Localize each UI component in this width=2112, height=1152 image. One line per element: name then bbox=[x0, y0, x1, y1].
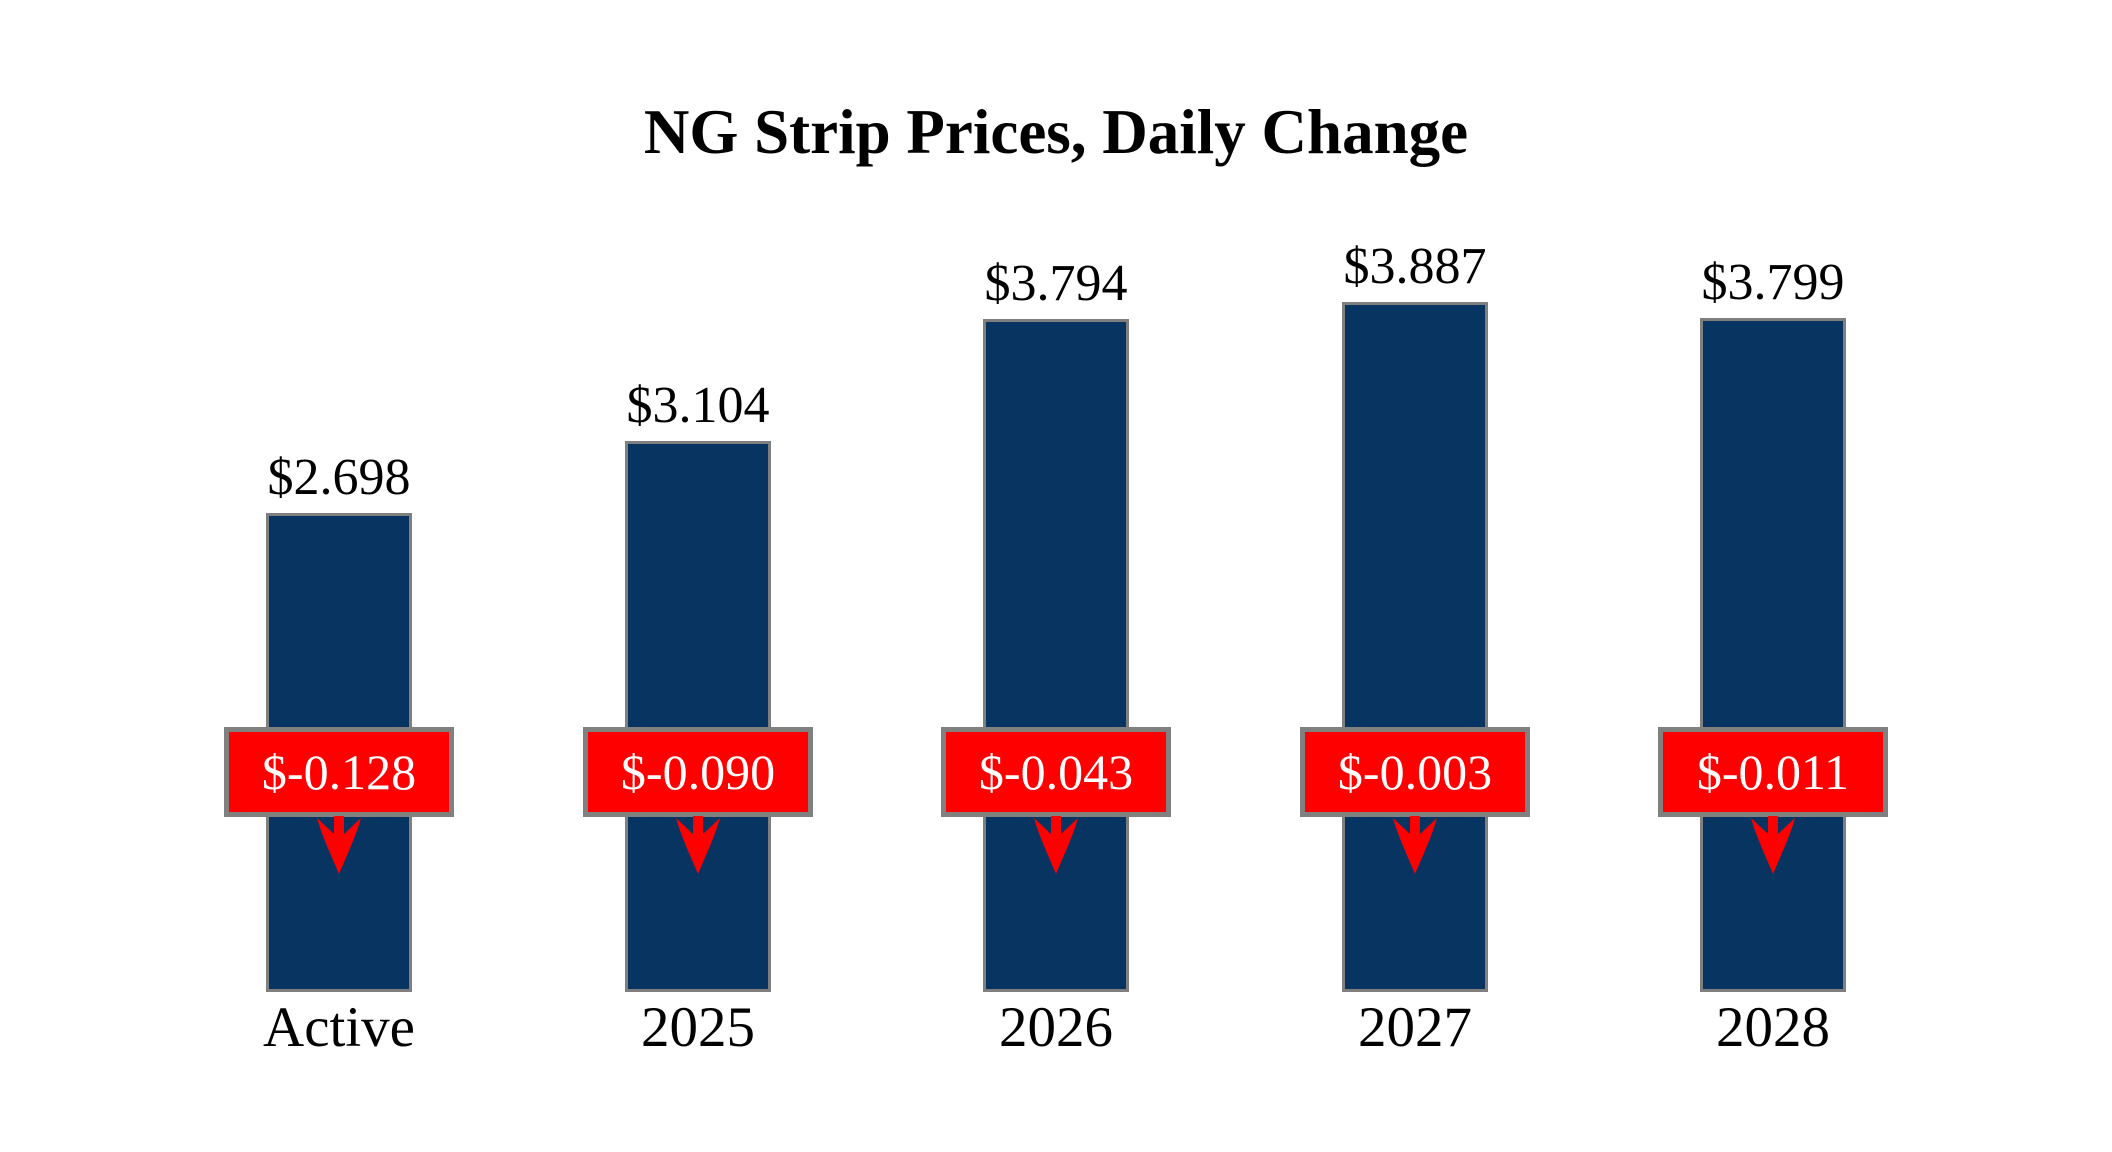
bar-2025 bbox=[625, 441, 771, 992]
daily-change-value: $-0.043 bbox=[978, 744, 1134, 800]
category-label: 2025 bbox=[641, 996, 755, 1059]
daily-change-value: $-0.090 bbox=[620, 744, 776, 800]
chart-title: NG Strip Prices, Daily Change bbox=[643, 97, 1469, 167]
category-label: 2026 bbox=[999, 996, 1113, 1059]
daily-change-value: $-0.128 bbox=[261, 744, 417, 800]
daily-change-value: $-0.003 bbox=[1337, 744, 1493, 800]
daily-change-box: $-0.011 bbox=[1658, 727, 1888, 817]
daily-change-value: $-0.011 bbox=[1696, 744, 1850, 800]
bar-value-label: $3.104 bbox=[626, 377, 770, 434]
down-arrow-icon bbox=[1751, 816, 1795, 874]
bar-value-label: $3.799 bbox=[1701, 254, 1845, 311]
bar-value-label: $3.887 bbox=[1343, 238, 1487, 295]
bar-2028 bbox=[1700, 318, 1846, 992]
bar-value-label: $2.698 bbox=[267, 449, 411, 506]
category-label: Active bbox=[263, 996, 415, 1059]
down-arrow-icon bbox=[676, 816, 720, 874]
down-arrow-icon bbox=[1393, 816, 1437, 874]
daily-change-box: $-0.003 bbox=[1300, 727, 1530, 817]
daily-change-box: $-0.090 bbox=[583, 727, 813, 817]
bar-2027 bbox=[1342, 302, 1488, 992]
bar-2026 bbox=[983, 319, 1129, 992]
bar-value-label: $3.794 bbox=[984, 255, 1128, 312]
daily-change-box: $-0.043 bbox=[941, 727, 1171, 817]
daily-change-box: $-0.128 bbox=[224, 727, 454, 817]
category-label: 2028 bbox=[1716, 996, 1830, 1059]
category-label: 2027 bbox=[1358, 996, 1472, 1059]
down-arrow-icon bbox=[1034, 816, 1078, 874]
down-arrow-icon bbox=[317, 816, 361, 874]
